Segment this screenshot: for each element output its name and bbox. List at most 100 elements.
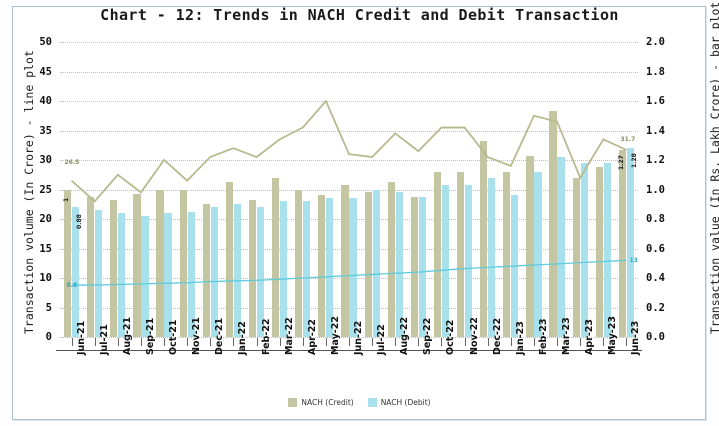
y-axis-left-tick: 25 (39, 183, 52, 196)
bar-debit (534, 171, 542, 337)
x-axis-tick (441, 338, 443, 346)
y-axis-right-tick: 0.2 (646, 301, 665, 314)
bar-credit (618, 149, 627, 337)
bar-debit (141, 216, 149, 337)
bar-credit (318, 195, 326, 337)
y-axis-left-tick: 10 (39, 272, 52, 284)
bar-credit (133, 193, 141, 337)
x-axis-label: Apr-23 (584, 318, 596, 355)
x-axis-label: Dec-21 (214, 317, 226, 355)
bar-credit (364, 192, 372, 337)
bar-credit (63, 189, 72, 337)
data-label: 26.5 (64, 158, 80, 166)
gridline (60, 189, 638, 191)
x-axis-tick (580, 338, 582, 346)
x-axis-tick (187, 338, 189, 346)
legend-swatch (288, 398, 298, 407)
x-axis-tick (487, 338, 489, 346)
y-axis-right-title: Transaction value (In Rs. Lakh Crore) - … (708, 1, 719, 334)
bar-debit (580, 162, 588, 337)
y-axis-left-tick: 5 (45, 301, 52, 314)
bar-credit (341, 185, 349, 337)
y-axis-right-tick: 0.6 (646, 242, 665, 255)
y-axis-left-tick: 35 (39, 124, 52, 137)
line-series (70, 99, 627, 203)
data-label: 8.8 (66, 282, 78, 290)
bar-debit (280, 201, 288, 337)
x-axis-label: Apr-22 (306, 318, 318, 355)
bar-debit (303, 201, 311, 337)
chart-title: Chart - 12: Trends in NACH Credit and De… (100, 6, 619, 24)
x-axis-label: Jun-22 (353, 320, 364, 355)
x-axis-label: Feb-23 (537, 318, 549, 355)
chart-panel (12, 6, 706, 420)
bar-debit (557, 157, 565, 337)
bar-credit (503, 171, 511, 337)
x-axis-label: Nov-22 (468, 317, 480, 355)
bar-debit (187, 211, 195, 337)
bar-credit (549, 111, 557, 337)
x-axis-tick (557, 338, 559, 346)
y-axis-left-tick: 45 (39, 65, 52, 78)
data-label: 13 (629, 257, 638, 265)
x-axis-tick (464, 338, 466, 346)
x-axis-tick (117, 338, 119, 346)
legend-item[interactable]: NACH (Debit) (367, 398, 431, 407)
legend-label: NACH (Debit) (380, 398, 431, 407)
bar-debit (349, 198, 357, 337)
x-axis-tick (325, 338, 327, 346)
x-axis-tick (349, 338, 350, 346)
x-axis-label: Feb-22 (260, 318, 272, 355)
y-axis-left-tick: 50 (39, 36, 52, 48)
x-axis-label: Jul-22 (376, 324, 388, 355)
legend-item[interactable]: NACH (Credit) (288, 398, 354, 407)
line-series-layer (70, 99, 627, 286)
x-axis-tick (233, 338, 235, 346)
y-axis-left-tick: 30 (39, 154, 52, 166)
x-axis-label: Sep-21 (144, 317, 156, 355)
y-axis-right-tick: 1.2 (646, 154, 665, 166)
x-axis-label: Aug-21 (121, 316, 133, 355)
x-axis-tick (210, 338, 212, 346)
y-axis-right-tick: 0.8 (646, 213, 665, 225)
x-axis-tick (395, 338, 397, 346)
x-axis-label: Aug-22 (399, 316, 411, 355)
line-series (71, 259, 627, 286)
y-axis-left-tick: 20 (39, 213, 52, 225)
y-axis-right-tick: 1.0 (646, 183, 665, 196)
x-axis-label: Mar-22 (283, 317, 295, 355)
chart-legend: NACH (Credit) NACH (Debit) (0, 398, 719, 407)
bar-credit (410, 196, 418, 337)
gridline (60, 248, 638, 250)
bar-debit (118, 213, 126, 337)
bar-debit (465, 185, 473, 337)
bar-debit (164, 213, 172, 337)
x-axis-label: Jun-21 (75, 320, 87, 355)
bar-credit (433, 171, 442, 337)
y-axis-right-tick: 0.0 (646, 331, 665, 343)
x-axis-label: Jan-22 (237, 321, 249, 355)
y-axis-right-tick: 0.4 (646, 272, 665, 284)
bar-debit (418, 196, 426, 337)
x-axis-tick (533, 338, 535, 346)
bar-debit (256, 207, 265, 337)
x-axis-tick (140, 338, 142, 346)
bar-credit (387, 182, 395, 337)
x-axis-tick (71, 338, 73, 346)
y-axis-left-tick: 40 (39, 95, 52, 107)
bar-credit (87, 196, 95, 337)
bar-credit (480, 140, 488, 337)
x-axis-label: May-23 (607, 316, 619, 355)
x-axis-label: Jun-23 (630, 320, 642, 355)
bar-credit (595, 167, 603, 337)
data-label: 0.88 (76, 214, 84, 230)
y-axis-right-tick: 1.8 (646, 65, 665, 78)
x-axis-tick (164, 338, 166, 346)
x-axis-tick (510, 338, 512, 346)
x-axis-tick (302, 338, 304, 346)
bar-credit (272, 177, 280, 337)
x-axis-line (56, 350, 642, 351)
gridline (60, 160, 638, 161)
x-axis-tick (256, 338, 258, 346)
data-label: 1.28 (630, 153, 638, 169)
